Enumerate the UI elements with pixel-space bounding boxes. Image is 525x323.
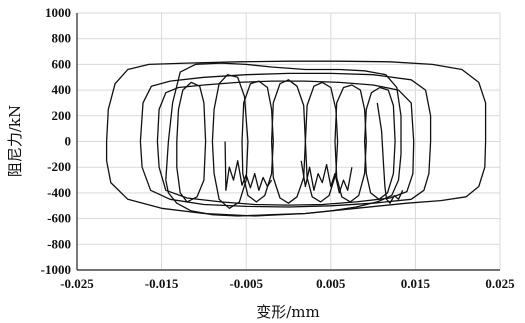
hysteresis-loop-2: [139, 72, 432, 208]
y-tick-label: 400: [52, 82, 72, 97]
x-tick-label: -0.005: [229, 276, 263, 291]
x-tick-label: -0.015: [145, 276, 179, 291]
x-tick-label: 0.025: [485, 276, 515, 291]
y-tick-label: -800: [47, 236, 71, 251]
hysteresis-loop-14: [376, 102, 404, 204]
y-axis-title: 阻尼力/kN: [6, 105, 24, 177]
hysteresis-loop-12: [224, 141, 273, 191]
x-tick-label: 0.015: [401, 276, 431, 291]
x-tick-label: -0.025: [60, 276, 94, 291]
y-tick-label: -1000: [41, 262, 71, 277]
hysteresis-loop-10: [334, 84, 367, 203]
hysteresis-loop-1: [105, 60, 487, 217]
hysteresis-loop-4: [165, 62, 402, 217]
x-axis-title: 变形/mm: [256, 303, 320, 321]
y-tick-label: 600: [52, 56, 72, 71]
plot-area: [105, 60, 487, 217]
hysteresis-loop-5: [176, 81, 207, 203]
hysteresis-loop-3: [156, 80, 415, 206]
hysteresis-loop-7: [241, 80, 274, 203]
x-tick-label: 0.005: [316, 276, 346, 291]
y-tick-label: -400: [47, 185, 71, 200]
y-tick-label: 200: [52, 108, 72, 123]
hysteresis-loop-9: [304, 81, 339, 203]
y-tick-label: -200: [47, 159, 71, 174]
hysteresis-loop-11: [363, 86, 396, 200]
axes: [76, 13, 500, 271]
y-tick-label: 0: [65, 134, 72, 149]
y-tick-label: 800: [52, 31, 72, 46]
hysteresis-loop-6: [211, 74, 249, 209]
y-tick-label: 1000: [45, 5, 71, 20]
tick-labels: 10008006004002000-200-400-600-800-1000-0…: [41, 5, 515, 291]
hysteresis-loop-13: [300, 160, 353, 194]
y-tick-label: -600: [47, 211, 71, 226]
